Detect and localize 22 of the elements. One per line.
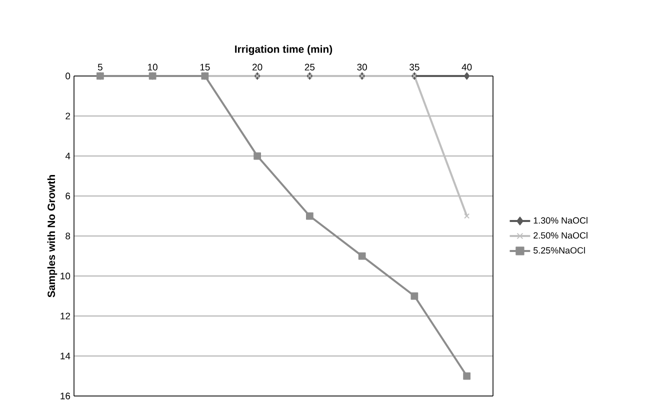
y-axis-title: Samples with No Growth [47,175,58,298]
y-tick-label: 0 [66,72,70,80]
legend-label: 1.30% NaOCl [534,217,588,224]
y-tick-label: 8 [66,232,70,240]
legend-label: 5.25%NaOCl [534,246,585,254]
x-tick-label: 40 [462,64,472,70]
x-tick-label: 5 [98,64,102,70]
x-tick-label: 35 [410,64,420,70]
x-tick-label: 30 [357,64,367,70]
y-tick-label: 2 [66,112,70,120]
x-tick-label: 25 [304,64,315,70]
y-tick-label: 6 [66,192,70,200]
y-tick-label: 4 [65,152,70,160]
x-tick-label: 15 [200,64,210,70]
x-tick-label: 10 [148,64,158,70]
x-tick-label: 20 [252,64,262,70]
y-tick-label: 12 [60,312,70,320]
y-tick-label: 14 [60,352,70,360]
y-tick-label: 16 [60,392,70,400]
legend-label: 2.50% NaOCl [534,232,588,239]
x-axis-title: Irrigation time (min) [235,45,332,55]
y-tick-label: 10 [60,272,70,280]
